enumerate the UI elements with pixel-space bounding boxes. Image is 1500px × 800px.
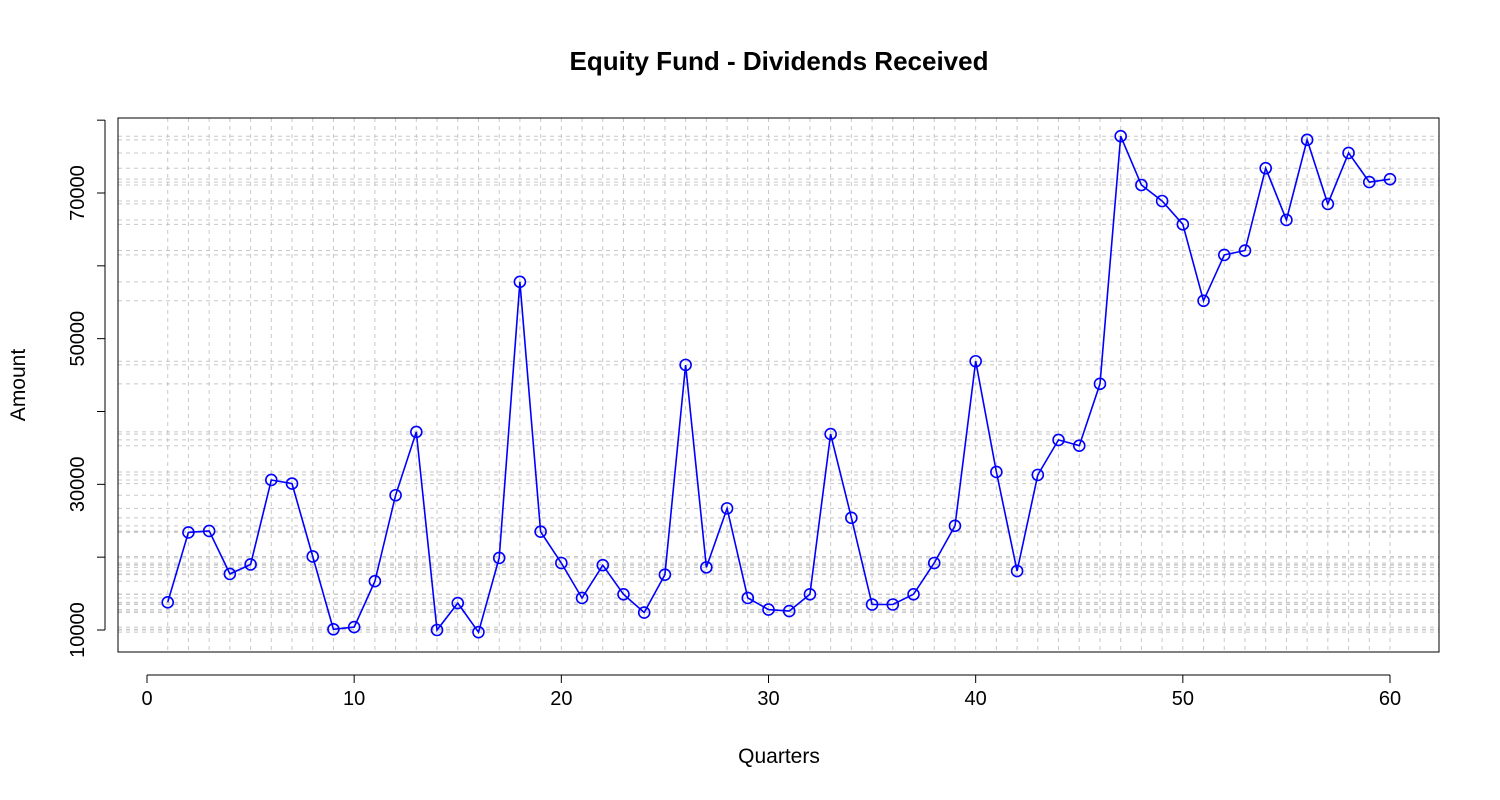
data-point: [679, 358, 692, 372]
series: [161, 129, 1397, 639]
chart-title: Equity Fund - Dividends Received: [570, 46, 989, 76]
data-point: [845, 511, 858, 525]
data-point: [347, 620, 361, 634]
data-point: [741, 591, 755, 605]
data-point: [700, 561, 713, 574]
data-point: [1176, 218, 1190, 231]
data-point: [1259, 161, 1272, 175]
data-point: [1238, 244, 1252, 257]
data-point: [285, 477, 299, 490]
data-point: [472, 625, 485, 639]
data-point: [430, 623, 444, 637]
x-axis-label: Quarters: [738, 745, 820, 768]
data-point: [1072, 439, 1086, 453]
data-point: [720, 502, 734, 515]
data-point: [1052, 433, 1065, 447]
data-point: [182, 526, 195, 539]
data-point: [1135, 178, 1148, 192]
y-tick-label: 30000: [67, 457, 89, 513]
data-point: [1383, 172, 1397, 186]
data-point: [264, 473, 278, 487]
data-point: [513, 275, 527, 289]
series-line: [166, 135, 1391, 635]
y-tick-label: 50000: [67, 311, 89, 367]
data-point: [1031, 468, 1045, 482]
data-point: [637, 606, 651, 619]
x-tick-label: 20: [550, 688, 572, 710]
data-point: [244, 558, 257, 571]
data-point: [492, 551, 506, 565]
data-point: [927, 556, 941, 570]
data-point: [1300, 133, 1314, 147]
data-point: [202, 524, 216, 538]
data-point: [534, 525, 547, 538]
data-point: [161, 596, 175, 609]
x-axis: 0 10 20 30 40 50 60: [141, 674, 1401, 710]
data-point: [223, 567, 237, 581]
data-point: [555, 556, 568, 570]
data-point: [596, 558, 610, 572]
data-point: [762, 603, 775, 616]
x-tick-label: 50: [1172, 688, 1194, 710]
data-point: [1342, 146, 1355, 160]
data-point: [1093, 377, 1107, 391]
data-point: [1010, 564, 1024, 578]
data-point: [617, 588, 630, 601]
data-point: [575, 591, 589, 605]
data-point: [948, 519, 962, 533]
data-point: [907, 588, 920, 601]
y-tick-label: 10000: [67, 602, 89, 658]
data-point: [886, 598, 900, 611]
data-point: [1217, 248, 1231, 262]
data-point: [1362, 175, 1376, 189]
data-point: [1114, 129, 1127, 143]
x-tick-label: 10: [343, 688, 365, 710]
data-point: [327, 622, 340, 636]
data-point: [410, 425, 423, 439]
data-point: [824, 427, 837, 441]
x-tick-label: 60: [1379, 688, 1401, 710]
data-point: [368, 574, 382, 588]
grid: [118, 118, 1439, 652]
data-point: [1321, 197, 1335, 211]
y-axis: 10000 30000 50000 70000: [67, 119, 106, 658]
data-point: [389, 488, 402, 502]
x-tick-label: 0: [141, 688, 152, 710]
data-point: [990, 465, 1003, 479]
data-point: [782, 604, 796, 618]
data-point: [969, 354, 982, 368]
data-point: [306, 550, 320, 563]
x-tick-label: 40: [965, 688, 987, 710]
data-point: [1197, 294, 1210, 308]
y-tick-label: 70000: [67, 165, 89, 221]
data-point: [658, 568, 672, 581]
x-tick-label: 30: [757, 688, 779, 710]
data-point: [803, 588, 817, 601]
data-point: [1155, 194, 1169, 208]
data-point: [1280, 213, 1293, 227]
y-axis-label: Amount: [7, 349, 30, 422]
data-point: [865, 598, 879, 611]
plot-frame: [117, 117, 1440, 653]
data-point: [451, 596, 465, 610]
